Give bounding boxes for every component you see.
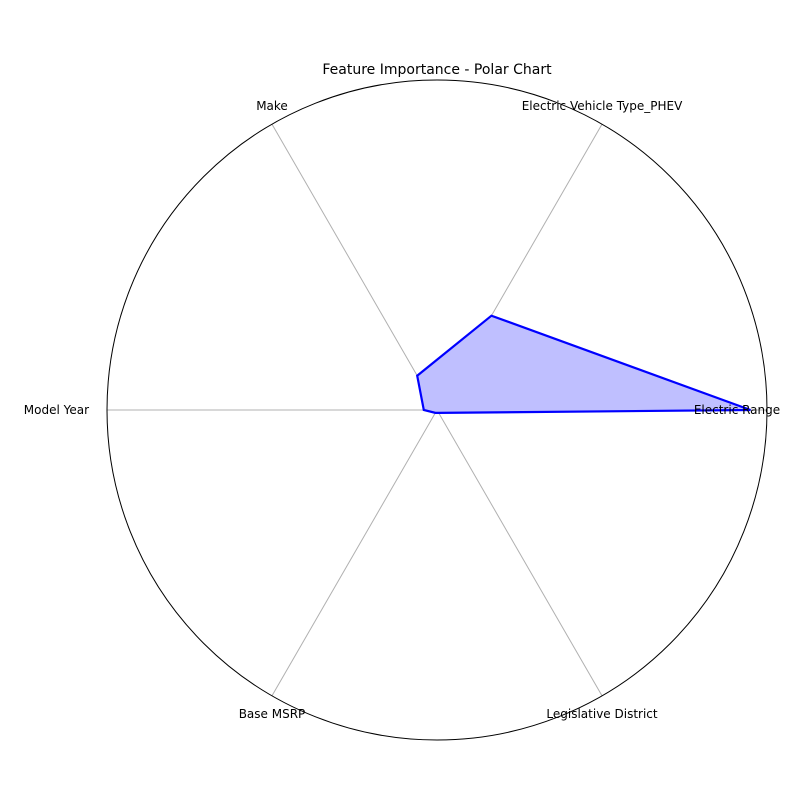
series-layer (415, 314, 751, 414)
series-line (415, 314, 751, 414)
category-label: Base MSRP (239, 707, 306, 721)
category-label: Legislative District (546, 707, 657, 721)
spoke-gridline (436, 409, 603, 697)
category-label: Electric Range (694, 403, 780, 417)
label-layer: Electric Range Electric Vehicle Type_PHEV… (24, 99, 780, 721)
chart-title: Feature Importance - Polar Chart (322, 62, 552, 78)
spoke-gridline (271, 123, 438, 411)
polar-frame (106, 79, 768, 741)
spoke-gridline (271, 409, 438, 697)
category-label: Model Year (24, 403, 89, 417)
category-label: Electric Vehicle Type_PHEV (522, 99, 683, 113)
series-area (417, 315, 751, 413)
category-label: Make (256, 99, 288, 113)
